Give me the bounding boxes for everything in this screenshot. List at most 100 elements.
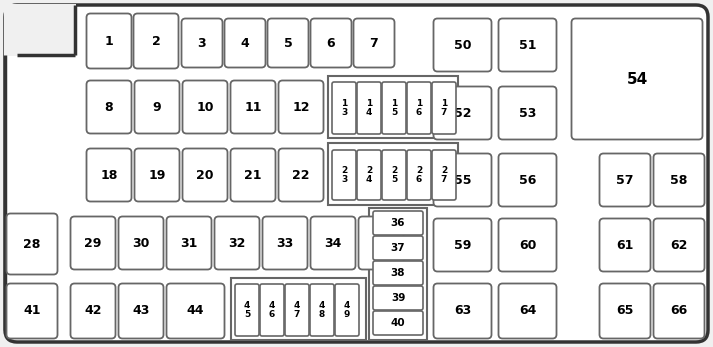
Text: 52: 52	[453, 107, 471, 119]
FancyBboxPatch shape	[498, 153, 557, 206]
Text: 2
7: 2 7	[441, 166, 447, 184]
Text: 1
6: 1 6	[416, 99, 422, 117]
Text: 54: 54	[627, 71, 647, 86]
FancyBboxPatch shape	[434, 153, 491, 206]
FancyBboxPatch shape	[133, 14, 178, 68]
FancyBboxPatch shape	[432, 150, 456, 200]
FancyBboxPatch shape	[285, 284, 309, 336]
Text: 2
6: 2 6	[416, 166, 422, 184]
Text: 4
6: 4 6	[269, 301, 275, 319]
Text: 22: 22	[292, 169, 309, 181]
Text: 21: 21	[245, 169, 262, 181]
Text: 38: 38	[391, 268, 405, 278]
FancyBboxPatch shape	[434, 18, 491, 71]
FancyBboxPatch shape	[498, 283, 557, 339]
FancyBboxPatch shape	[332, 82, 356, 134]
Text: 1
7: 1 7	[441, 99, 447, 117]
FancyBboxPatch shape	[6, 213, 58, 274]
Text: 6: 6	[327, 36, 335, 50]
FancyBboxPatch shape	[183, 81, 227, 134]
Text: 64: 64	[519, 305, 536, 318]
Text: 42: 42	[84, 305, 102, 318]
Text: 4: 4	[240, 36, 250, 50]
Text: 1
5: 1 5	[391, 99, 397, 117]
FancyBboxPatch shape	[600, 283, 650, 339]
Bar	[231, 278, 366, 340]
Text: 59: 59	[453, 238, 471, 252]
FancyBboxPatch shape	[225, 18, 265, 68]
FancyBboxPatch shape	[267, 18, 309, 68]
FancyBboxPatch shape	[654, 153, 704, 206]
Text: 51: 51	[519, 39, 536, 51]
FancyBboxPatch shape	[167, 217, 212, 270]
Text: 8: 8	[105, 101, 113, 113]
FancyBboxPatch shape	[5, 5, 708, 342]
FancyBboxPatch shape	[654, 219, 704, 271]
Text: 3: 3	[198, 36, 206, 50]
Text: 19: 19	[148, 169, 165, 181]
Text: 11: 11	[245, 101, 262, 113]
FancyBboxPatch shape	[600, 219, 650, 271]
Text: 34: 34	[324, 237, 342, 249]
Text: 53: 53	[519, 107, 536, 119]
FancyBboxPatch shape	[354, 18, 394, 68]
Bar	[328, 76, 458, 138]
Text: 60: 60	[519, 238, 536, 252]
Text: 63: 63	[454, 305, 471, 318]
Text: 4
5: 4 5	[244, 301, 250, 319]
Bar	[4, 4, 76, 18]
Text: 2: 2	[152, 34, 160, 48]
FancyBboxPatch shape	[382, 150, 406, 200]
FancyBboxPatch shape	[310, 18, 352, 68]
FancyBboxPatch shape	[654, 283, 704, 339]
Text: 10: 10	[196, 101, 214, 113]
FancyBboxPatch shape	[335, 284, 359, 336]
FancyBboxPatch shape	[230, 81, 275, 134]
FancyBboxPatch shape	[230, 149, 275, 202]
Text: 50: 50	[453, 39, 471, 51]
FancyBboxPatch shape	[498, 86, 557, 139]
Text: 1: 1	[105, 34, 113, 48]
Text: 37: 37	[391, 243, 405, 253]
FancyBboxPatch shape	[182, 18, 222, 68]
Text: 61: 61	[616, 238, 634, 252]
Text: 36: 36	[391, 218, 405, 228]
FancyBboxPatch shape	[235, 284, 259, 336]
Text: 57: 57	[616, 174, 634, 186]
Text: 65: 65	[616, 305, 634, 318]
Text: 7: 7	[369, 36, 379, 50]
Text: 32: 32	[228, 237, 246, 249]
FancyBboxPatch shape	[332, 150, 356, 200]
Text: 5: 5	[284, 36, 292, 50]
FancyBboxPatch shape	[183, 149, 227, 202]
Text: 4
9: 4 9	[344, 301, 350, 319]
FancyBboxPatch shape	[71, 283, 116, 339]
Text: 1
3: 1 3	[341, 99, 347, 117]
FancyBboxPatch shape	[310, 284, 334, 336]
Text: 28: 28	[24, 237, 41, 251]
Text: 43: 43	[133, 305, 150, 318]
FancyBboxPatch shape	[382, 82, 406, 134]
Text: 4
8: 4 8	[319, 301, 325, 319]
Text: 39: 39	[391, 293, 405, 303]
Text: 66: 66	[670, 305, 687, 318]
FancyBboxPatch shape	[260, 284, 284, 336]
Bar	[328, 143, 458, 205]
FancyBboxPatch shape	[86, 81, 131, 134]
FancyBboxPatch shape	[373, 211, 423, 235]
FancyBboxPatch shape	[135, 149, 180, 202]
FancyBboxPatch shape	[118, 283, 163, 339]
Text: 62: 62	[670, 238, 687, 252]
FancyBboxPatch shape	[310, 217, 356, 270]
Text: 9: 9	[153, 101, 161, 113]
FancyBboxPatch shape	[407, 150, 431, 200]
FancyBboxPatch shape	[407, 82, 431, 134]
Text: 41: 41	[24, 305, 41, 318]
Bar	[5, 5, 75, 55]
Text: 18: 18	[101, 169, 118, 181]
FancyBboxPatch shape	[572, 18, 702, 139]
FancyBboxPatch shape	[357, 82, 381, 134]
Text: 58: 58	[670, 174, 687, 186]
FancyBboxPatch shape	[373, 236, 423, 260]
Text: 12: 12	[292, 101, 309, 113]
